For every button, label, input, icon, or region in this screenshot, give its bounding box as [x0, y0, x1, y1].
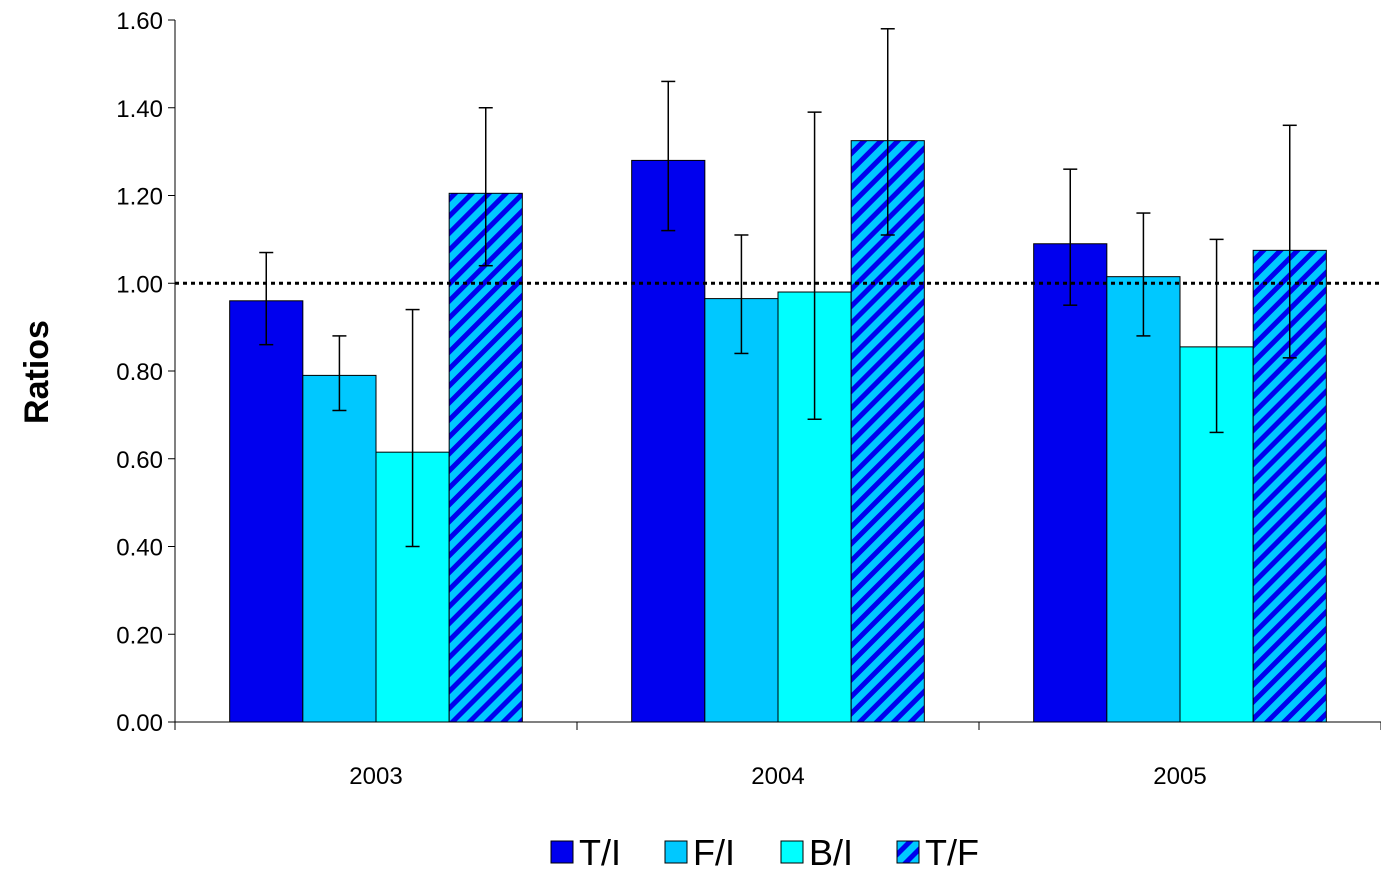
- bar-t-f-2004: [850, 140, 925, 723]
- bar-f-i-2004: [704, 298, 779, 723]
- bar-t-i-2003: [229, 300, 304, 723]
- x-tick-label: 2003: [349, 763, 402, 790]
- error-bars: [259, 28, 1297, 548]
- bar-t-f-2003: [448, 192, 523, 723]
- legend-swatch-t-f: [896, 840, 920, 864]
- y-tick-label: 0.80: [116, 359, 163, 386]
- y-tick-label: 0.20: [116, 622, 163, 649]
- bars: [229, 140, 1327, 723]
- legend-label: T/F: [925, 832, 979, 873]
- axes: 0.00 0.20 0.40 0.60 0.80 1.00 1.20 1.40 1.60 2003…: [116, 8, 1381, 790]
- y-axis-label: Ratios: [18, 320, 56, 424]
- y-tick-label: 0.60: [116, 447, 163, 474]
- y-tick-label: 1.60: [116, 8, 163, 35]
- legend: T/I F/I B/I T/F: [550, 832, 979, 873]
- x-tick-label: 2005: [1153, 763, 1206, 790]
- y-tick-label: 0.40: [116, 535, 163, 562]
- bar-f-i-2005: [1106, 276, 1181, 723]
- y-tick-label: 1.20: [116, 184, 163, 211]
- y-tick-label: 1.00: [116, 271, 163, 298]
- legend-swatch-b-i: [780, 840, 804, 864]
- bar-t-i-2004: [631, 159, 706, 723]
- bar-f-i-2003: [302, 374, 377, 723]
- legend-swatch-f-i: [664, 840, 688, 864]
- legend-label: F/I: [693, 832, 735, 873]
- legend-swatch-t-i: [550, 840, 574, 864]
- legend-label: T/I: [579, 832, 621, 873]
- x-tick-label: 2004: [751, 763, 804, 790]
- legend-label: B/I: [809, 832, 853, 873]
- y-tick-label: 1.40: [116, 96, 163, 123]
- y-tick-label: 0.00: [116, 710, 163, 737]
- bar-t-i-2005: [1033, 243, 1108, 723]
